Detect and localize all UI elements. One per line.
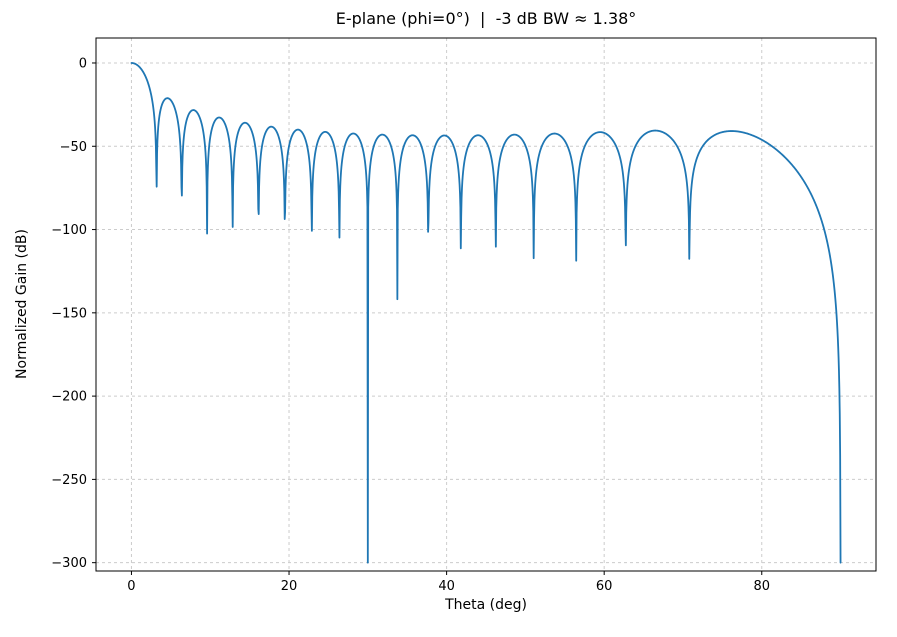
y-tick-label: −50 [60, 140, 87, 155]
y-tick-label: −250 [51, 473, 87, 488]
axes-spines [95, 37, 877, 572]
x-tick-label: 0 [127, 579, 135, 594]
y-tick-label: 0 [79, 56, 87, 71]
x-axis-label: Theta (deg) [445, 597, 527, 613]
x-tick-label: 40 [438, 579, 455, 594]
x-tick-label: 80 [753, 579, 770, 594]
x-tick-label: 20 [281, 579, 298, 594]
series-line [130, 62, 842, 564]
y-axis-label: Normalized Gain (dB) [14, 229, 30, 379]
chart-title: E-plane (phi=0°) | -3 dB BW ≈ 1.38° [335, 9, 637, 28]
y-tick-label: −200 [51, 390, 87, 405]
y-tick-label: −150 [51, 306, 87, 321]
x-tick-label: 60 [596, 579, 613, 594]
y-tick-label: −100 [51, 223, 87, 238]
y-tick-label: −300 [51, 556, 87, 571]
